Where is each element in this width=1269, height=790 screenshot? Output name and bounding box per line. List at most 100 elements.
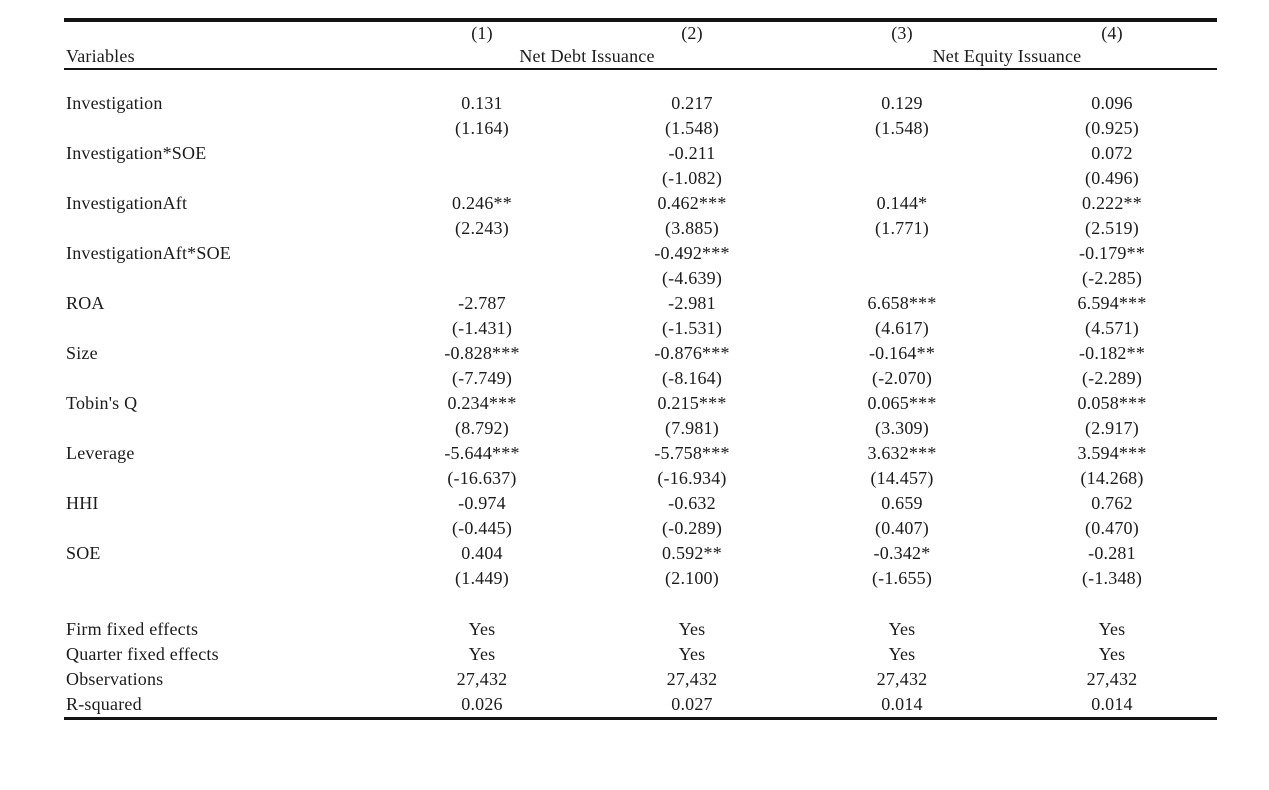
coefficient-cell: -0.828***: [444, 343, 520, 363]
tstat-row: (-0.445) (-0.289) (0.407) (0.470): [64, 516, 1217, 541]
variable-label: ROA: [66, 293, 105, 313]
coefficient-cell: -5.644***: [444, 443, 520, 463]
tstat-row: (-7.749) (-8.164) (-2.070) (-2.289): [64, 366, 1217, 391]
tstat-cell: (-8.164): [661, 368, 723, 388]
tstat-cell: (-1.431): [451, 318, 513, 338]
summary-value-cell: 27,432: [876, 669, 928, 689]
empty-label-cell: [64, 516, 377, 541]
tstat-cell: [797, 166, 1007, 191]
summary-value-cell: Yes: [1098, 644, 1126, 664]
summary-value-cell: 27,432: [666, 669, 718, 689]
tstat-cell: (-1.531): [661, 318, 723, 338]
coefficient-cell: 3.632***: [867, 443, 937, 463]
coefficient-cell: -0.164**: [868, 343, 936, 363]
coefficient-cell: 0.246**: [452, 193, 512, 213]
coefficient-row: Investigation 0.131 0.217 0.129 0.096: [64, 91, 1217, 116]
summary-row: Quarter fixed effects Yes Yes Yes Yes: [64, 642, 1217, 667]
tstat-cell: (7.981): [665, 418, 719, 438]
coefficient-cell: 0.762: [1091, 493, 1133, 513]
variable-label: InvestigationAft*SOE: [66, 243, 231, 263]
document-page: (1) (2) (3) (4) Variables Net Debt Issua…: [0, 18, 1269, 790]
coefficient-cell: [797, 141, 1007, 166]
coefficient-row: InvestigationAft 0.246** 0.462*** 0.144* 0.2…: [64, 191, 1217, 216]
empty-label-cell: [64, 266, 377, 291]
tstat-cell: (4.571): [1085, 318, 1139, 338]
empty-label-cell: [64, 166, 377, 191]
coefficient-cell: 0.222**: [1082, 193, 1142, 213]
coefficient-cell: [797, 241, 1007, 266]
coefficient-cell: -0.876***: [654, 343, 730, 363]
coefficient-row: Investigation*SOE -0.211 0.072: [64, 141, 1217, 166]
tstat-cell: (14.457): [870, 468, 934, 488]
variable-label: Investigation: [66, 93, 163, 113]
summary-value-cell: Yes: [888, 619, 916, 639]
summary-value-cell: Yes: [468, 619, 496, 639]
coefficient-cell: -0.182**: [1078, 343, 1146, 363]
coefficient-row: Size -0.828*** -0.876*** -0.164** -0.182**: [64, 341, 1217, 366]
coefficient-cell: -0.492***: [654, 243, 730, 263]
summary-label: Quarter fixed effects: [66, 644, 219, 664]
tstat-cell: (1.449): [455, 568, 509, 588]
coefficient-cell: 0.131: [461, 93, 503, 113]
tstat-cell: (1.164): [455, 118, 509, 138]
coefficients-body: Investigation 0.131 0.217 0.129 0.096 (1.164)…: [64, 69, 1217, 591]
summary-value-cell: Yes: [468, 644, 496, 664]
coefficient-cell: 0.096: [1091, 93, 1133, 113]
tstat-cell: (3.309): [875, 418, 929, 438]
group-header-row: Variables Net Debt Issuance Net Equity I…: [64, 45, 1217, 69]
tstat-cell: [797, 266, 1007, 291]
summary-row: Observations 27,432 27,432 27,432 27,432: [64, 667, 1217, 692]
model-number-2: (2): [681, 23, 703, 43]
tstat-cell: (-2.070): [871, 368, 933, 388]
empty-label-cell: [64, 466, 377, 491]
summary-value-cell: Yes: [678, 644, 706, 664]
coefficient-cell: 0.144*: [876, 193, 928, 213]
coefficient-cell: 6.594***: [1077, 293, 1147, 313]
summary-value-cell: 27,432: [456, 669, 508, 689]
tstat-row: (-1.082) (0.496): [64, 166, 1217, 191]
coefficient-cell: [377, 141, 587, 166]
model-number-row: (1) (2) (3) (4): [64, 20, 1217, 45]
coefficient-row: SOE 0.404 0.592** -0.342* -0.281: [64, 541, 1217, 566]
empty-label-cell: [64, 566, 377, 591]
tstat-cell: (1.548): [875, 118, 929, 138]
tstat-row: (2.243) (3.885) (1.771) (2.519): [64, 216, 1217, 241]
tstat-cell: (-7.749): [451, 368, 513, 388]
tstat-cell: [377, 266, 587, 291]
coefficient-cell: 3.594***: [1077, 443, 1147, 463]
summary-body: Firm fixed effects Yes Yes Yes Yes Quarter fi…: [64, 591, 1217, 719]
summary-value-cell: Yes: [1098, 619, 1126, 639]
coefficient-cell: -0.179**: [1078, 243, 1146, 263]
variables-column-header: Variables: [66, 46, 135, 66]
coefficient-cell: 0.072: [1091, 143, 1133, 163]
variable-label: HHI: [66, 493, 99, 513]
coefficient-cell: 0.404: [461, 543, 503, 563]
tstat-row: (1.449) (2.100) (-1.655) (-1.348): [64, 566, 1217, 591]
empty-header-cell: [64, 20, 377, 45]
coefficient-cell: 0.065***: [867, 393, 937, 413]
tstat-cell: (2.519): [1085, 218, 1139, 238]
coefficient-cell: [377, 241, 587, 266]
tstat-cell: (3.885): [665, 218, 719, 238]
variable-label: InvestigationAft: [66, 193, 188, 213]
coefficient-row: HHI -0.974 -0.632 0.659 0.762: [64, 491, 1217, 516]
coefficient-row: ROA -2.787 -2.981 6.658*** 6.594***: [64, 291, 1217, 316]
tstat-cell: [377, 166, 587, 191]
spacer-cell: [64, 591, 1217, 617]
empty-label-cell: [64, 316, 377, 341]
summary-label: R-squared: [66, 694, 142, 714]
tstat-cell: (2.100): [665, 568, 719, 588]
tstat-row: (8.792) (7.981) (3.309) (2.917): [64, 416, 1217, 441]
tstat-cell: (14.268): [1080, 468, 1144, 488]
tstat-cell: (0.470): [1085, 518, 1139, 538]
tstat-cell: (2.243): [455, 218, 509, 238]
coefficient-cell: 0.234***: [447, 393, 517, 413]
model-number-4: (4): [1101, 23, 1123, 43]
tstat-row: (-16.637) (-16.934) (14.457) (14.268): [64, 466, 1217, 491]
coefficient-cell: -5.758***: [654, 443, 730, 463]
tstat-cell: (-16.637): [447, 468, 517, 488]
tstat-row: (1.164) (1.548) (1.548) (0.925): [64, 116, 1217, 141]
coefficient-cell: 0.215***: [657, 393, 727, 413]
tstat-cell: (-4.639): [661, 268, 723, 288]
tstat-cell: (-2.289): [1081, 368, 1143, 388]
